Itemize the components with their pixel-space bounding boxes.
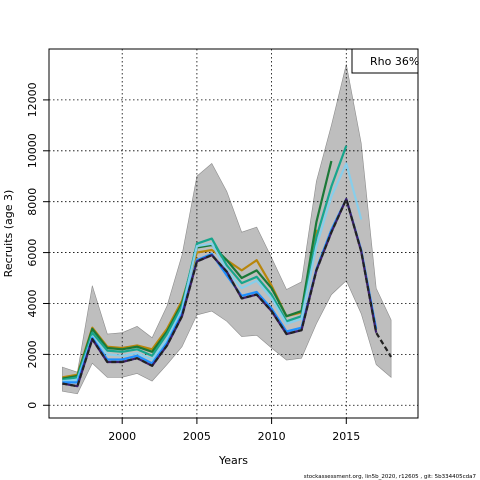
series-line-7 <box>62 198 393 388</box>
x-axis: 2000 2005 2010 2015 <box>108 418 360 443</box>
y-tick-label: 6000 <box>26 239 39 267</box>
y-tick-label: 8000 <box>26 188 39 216</box>
y-axis: 0 2000 4000 6000 8000 10000 12000 <box>26 82 49 409</box>
y-tick-label: 0 <box>26 402 39 409</box>
y-tick-label: 10000 <box>26 133 39 168</box>
legend-box: Rho 36% <box>351 48 419 74</box>
x-tick-label: 2005 <box>183 430 211 443</box>
x-tick-label: 2010 <box>258 430 286 443</box>
y-tick-label: 12000 <box>26 82 39 117</box>
plot-frame <box>48 48 419 419</box>
series-line-3 <box>62 145 348 381</box>
series-layer <box>62 145 393 388</box>
confidence-band-layer <box>62 64 392 395</box>
grid-layer <box>49 49 418 418</box>
y-tick-label: 2000 <box>26 340 39 368</box>
x-tick-label: 2000 <box>108 430 136 443</box>
y-tick-label: 4000 <box>26 290 39 318</box>
legend-text: Rho 36% <box>370 55 419 68</box>
footer-credit: stockassessment.org, lin5b_2020, r12605 … <box>304 474 477 480</box>
series-line-4 <box>62 162 363 383</box>
y-axis-title: Recruits (age 3) <box>2 190 15 278</box>
x-axis-title: Years <box>218 454 248 467</box>
confidence-band <box>62 64 392 395</box>
x-tick-label: 2015 <box>332 430 360 443</box>
